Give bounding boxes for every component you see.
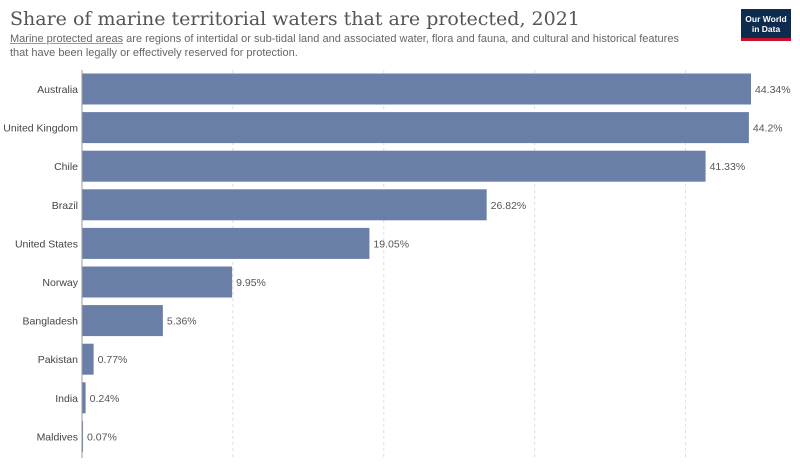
category-label: India [55, 393, 78, 405]
value-label: 19.05% [373, 238, 409, 250]
bar [82, 227, 370, 259]
value-label: 9.95% [236, 277, 266, 289]
category-label: Brazil [52, 200, 78, 212]
bar [82, 150, 706, 182]
category-label: Australia [37, 84, 78, 96]
value-label: 44.34% [755, 84, 791, 96]
bar [82, 189, 487, 221]
category-label: Pakistan [38, 354, 78, 366]
logo-line1: Our World [745, 13, 787, 24]
value-label: 44.2% [753, 123, 783, 135]
bar [82, 382, 86, 414]
value-label: 0.24% [90, 393, 120, 405]
subtitle-text: are regions of intertidal or sub-tidal l… [10, 33, 679, 59]
value-label: 5.36% [167, 316, 197, 328]
owid-logo[interactable]: Our World in Data [741, 9, 791, 41]
bar [82, 343, 94, 375]
category-label: Norway [42, 277, 78, 289]
bar [82, 73, 751, 105]
value-label: 0.07% [87, 431, 117, 443]
category-label: United Kingdom [3, 123, 78, 135]
category-label: Maldives [37, 431, 78, 443]
bar [82, 305, 163, 337]
category-label: Bangladesh [23, 316, 79, 328]
logo-line2: in Data [751, 23, 781, 34]
chart-title: Share of marine territorial waters that … [10, 8, 580, 30]
category-label: United States [15, 238, 78, 250]
value-label: 0.77% [98, 354, 128, 366]
bar [82, 266, 233, 298]
value-label: 26.82% [491, 200, 527, 212]
bar [82, 420, 84, 452]
bar [82, 112, 749, 144]
category-label: Chile [54, 161, 78, 173]
chart-subtitle: Marine protected areas are regions of in… [10, 33, 700, 60]
value-label: 41.33% [710, 161, 746, 173]
subtitle-link[interactable]: Marine protected areas [10, 33, 124, 45]
